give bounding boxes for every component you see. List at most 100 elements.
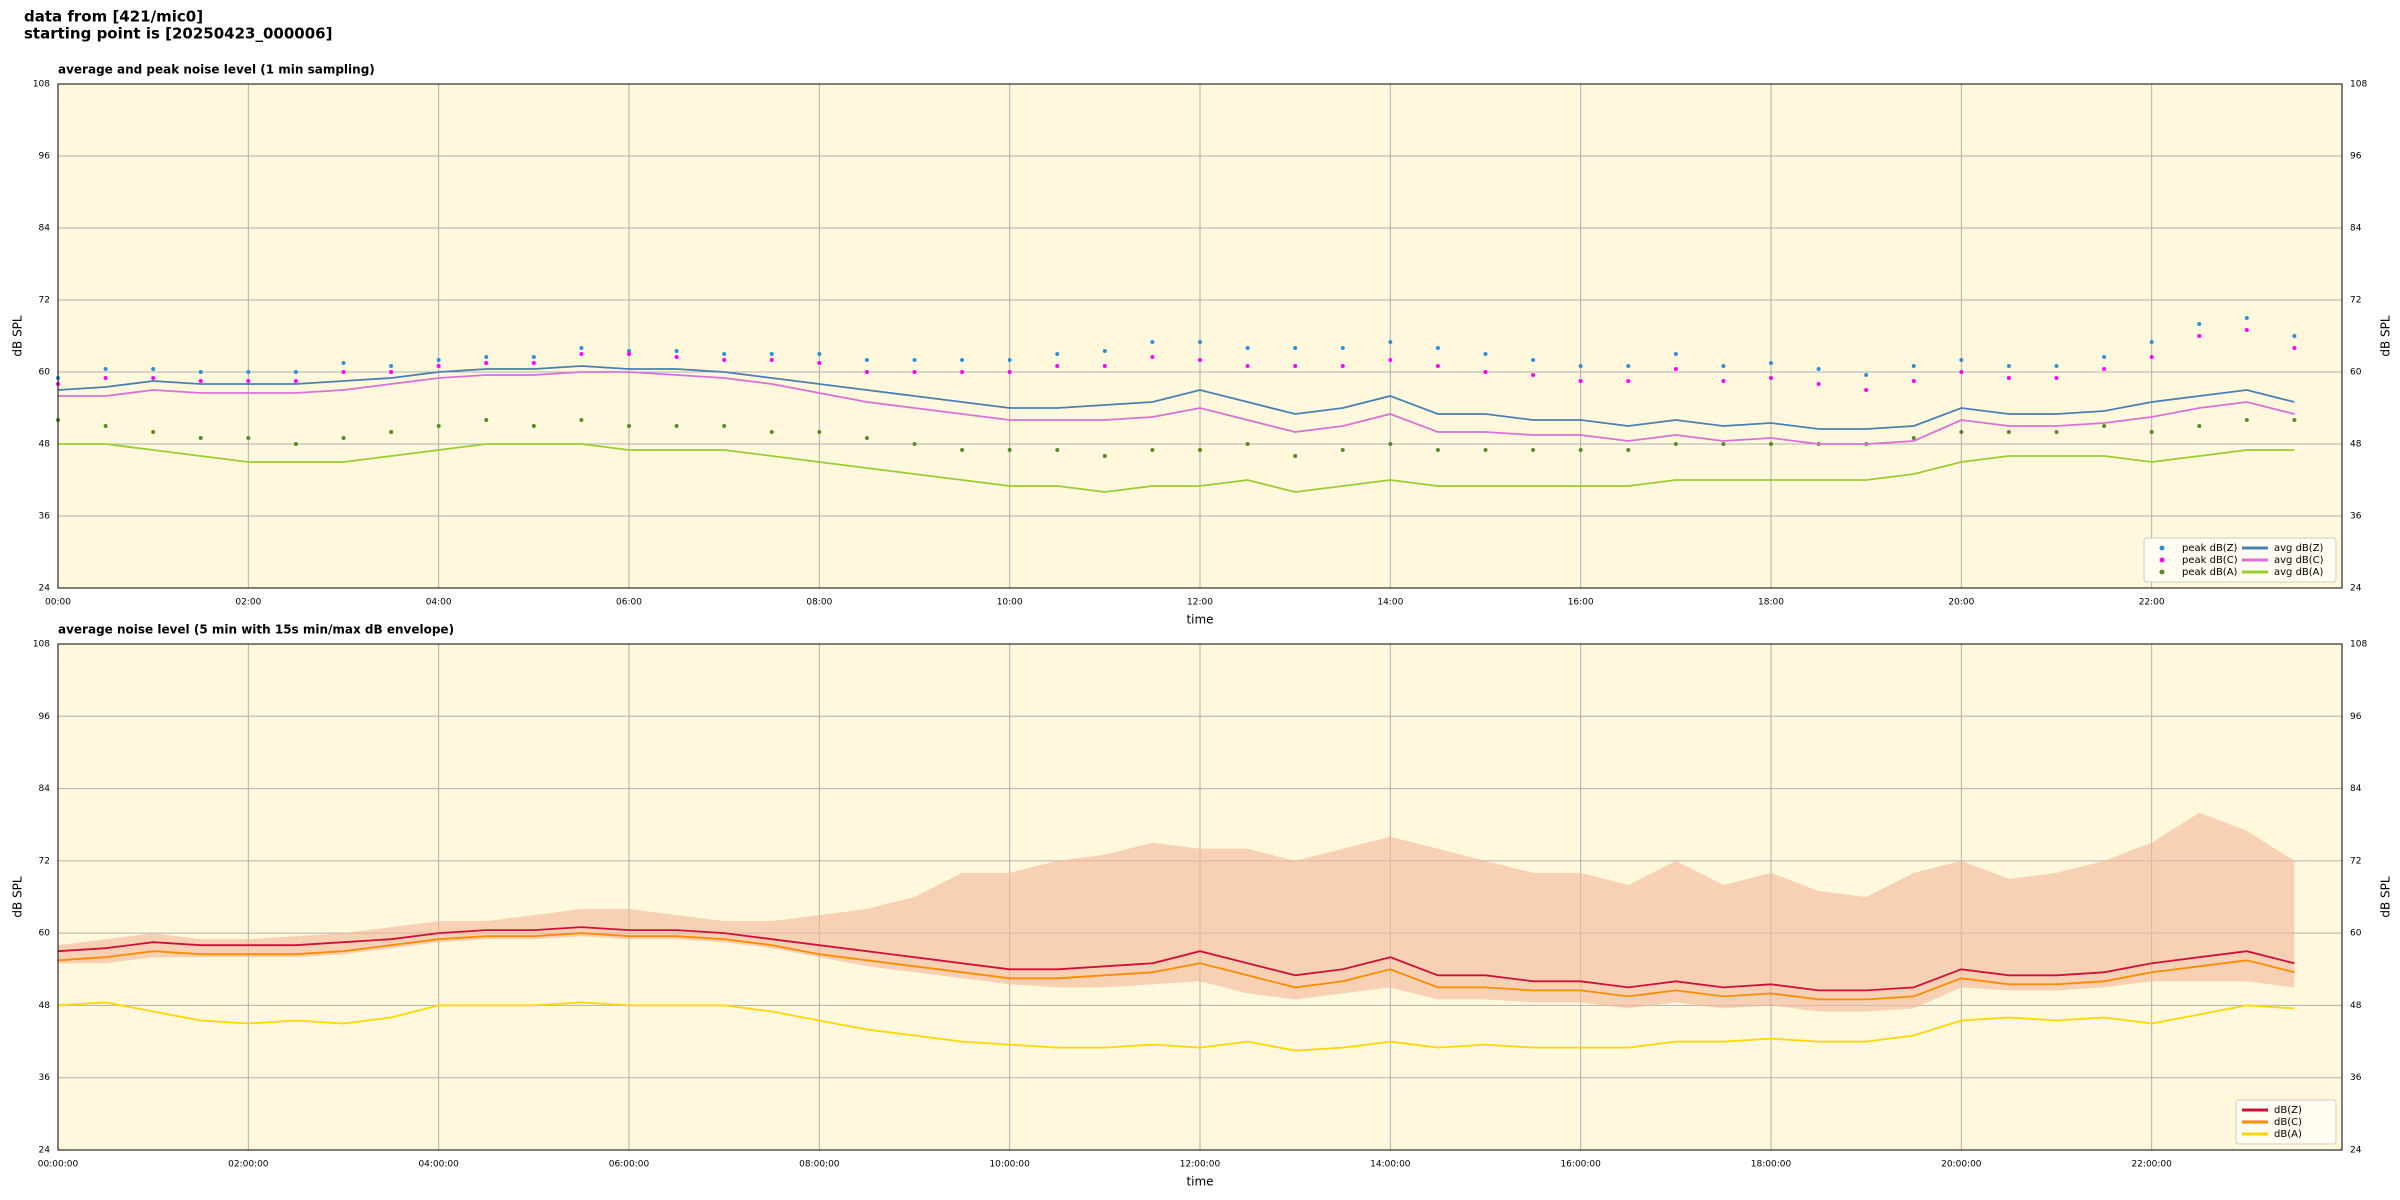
x-tick-label: 14:00:00	[1370, 1160, 1411, 1170]
peak-marker	[960, 358, 965, 362]
peak-marker	[912, 358, 917, 362]
x-axis-label: time	[1186, 1175, 1213, 1189]
x-tick-label: 18:00:00	[1751, 1160, 1792, 1170]
y2-tick-label: 48	[2350, 440, 2362, 450]
legend-label: avg dB(A)	[2274, 567, 2324, 578]
peak-marker	[769, 352, 774, 356]
peak-marker	[1531, 448, 1536, 452]
peak-marker	[2292, 346, 2297, 350]
peak-marker	[1673, 352, 1678, 356]
peak-marker	[1055, 448, 1060, 452]
legend-label: avg dB(Z)	[2274, 543, 2324, 554]
y-tick-label: 60	[39, 368, 51, 378]
y2-tick-label: 60	[2350, 368, 2362, 378]
peak-marker	[722, 358, 727, 362]
peak-marker	[531, 355, 536, 359]
y2-tick-label: 108	[2350, 80, 2367, 90]
peak-marker	[722, 424, 727, 428]
peak-marker	[817, 361, 822, 365]
legend-label: peak dB(Z)	[2182, 543, 2238, 554]
legend-label: avg dB(C)	[2274, 555, 2324, 566]
peak-marker	[341, 361, 346, 365]
chart-title: average noise level (5 min with 15s min/…	[58, 623, 454, 637]
peak-marker	[2054, 430, 2059, 434]
peak-marker	[2244, 418, 2249, 422]
y-tick-label: 96	[39, 712, 51, 722]
legend-marker	[2159, 557, 2165, 563]
peak-marker	[1578, 379, 1583, 383]
series-line	[58, 443, 2295, 493]
peak-marker	[1007, 358, 1012, 362]
chart-title: average and peak noise level (1 min samp…	[58, 63, 375, 77]
peak-marker	[1626, 379, 1631, 383]
peak-marker	[1007, 370, 1012, 374]
peak-marker	[1293, 454, 1298, 458]
legend-label: dB(A)	[2274, 1129, 2302, 1140]
x-tick-label: 06:00:00	[609, 1160, 650, 1170]
peak-marker	[1150, 340, 1155, 344]
legend-label: dB(Z)	[2274, 1105, 2302, 1116]
peak-marker	[912, 370, 917, 374]
peak-marker	[1578, 364, 1583, 368]
y-tick-label: 72	[39, 856, 50, 866]
peak-marker	[627, 352, 631, 356]
peak-marker	[389, 370, 394, 374]
peak-marker	[1245, 346, 1250, 350]
peak-marker	[1483, 370, 1488, 374]
peak-marker	[293, 379, 298, 383]
x-axis-label: time	[1186, 613, 1213, 627]
peak-marker	[484, 361, 489, 365]
y-tick-label: 24	[39, 1146, 51, 1156]
peak-marker	[198, 379, 203, 383]
x-tick-label: 16:00	[1568, 598, 1594, 608]
peak-marker	[2292, 418, 2297, 422]
peak-marker	[484, 418, 489, 422]
peak-marker	[436, 364, 441, 368]
peak-marker	[1626, 364, 1631, 368]
peak-marker	[1626, 448, 1631, 452]
peak-marker	[2197, 334, 2202, 338]
y2-tick-label: 108	[2350, 640, 2367, 650]
peak-marker	[674, 424, 679, 428]
y-tick-label: 48	[39, 1001, 51, 1011]
peak-marker	[627, 424, 631, 428]
x-tick-label: 12:00:00	[1180, 1160, 1221, 1170]
peak-marker	[769, 430, 774, 434]
x-tick-label: 10:00	[997, 598, 1023, 608]
peak-marker	[2244, 328, 2249, 332]
x-tick-label: 04:00	[426, 598, 452, 608]
peak-marker	[1150, 448, 1155, 452]
peak-marker	[151, 376, 156, 380]
peak-marker	[531, 361, 536, 365]
peak-marker	[2244, 316, 2249, 320]
peak-marker	[151, 430, 156, 434]
peak-marker	[1340, 364, 1345, 368]
peak-marker	[2292, 334, 2297, 338]
envelope-area	[58, 812, 2295, 1012]
x-tick-label: 14:00	[1377, 598, 1403, 608]
peak-marker	[1959, 370, 1964, 374]
peak-marker	[1959, 358, 1964, 362]
peak-marker	[293, 442, 298, 446]
peak-marker	[1055, 352, 1060, 356]
y2-axis-label: dB SPL	[2379, 876, 2393, 918]
y2-tick-label: 36	[2350, 512, 2362, 522]
peak-marker	[579, 346, 584, 350]
peak-marker	[1769, 442, 1773, 446]
peak-marker	[817, 352, 822, 356]
peak-marker	[627, 349, 631, 353]
peak-marker	[2054, 364, 2059, 368]
peak-marker	[103, 424, 108, 428]
peak-marker	[1388, 358, 1393, 362]
y2-tick-label: 84	[2350, 224, 2362, 234]
peak-marker	[1007, 448, 1012, 452]
peak-marker	[2006, 430, 2011, 434]
peak-marker	[579, 352, 584, 356]
x-tick-label: 10:00:00	[989, 1160, 1030, 1170]
series-line	[57, 926, 2295, 992]
y2-axis-label: dB SPL	[2379, 315, 2393, 357]
legend-label: peak dB(C)	[2182, 555, 2238, 566]
peak-marker	[1435, 346, 1440, 350]
peak-marker	[1102, 364, 1107, 368]
